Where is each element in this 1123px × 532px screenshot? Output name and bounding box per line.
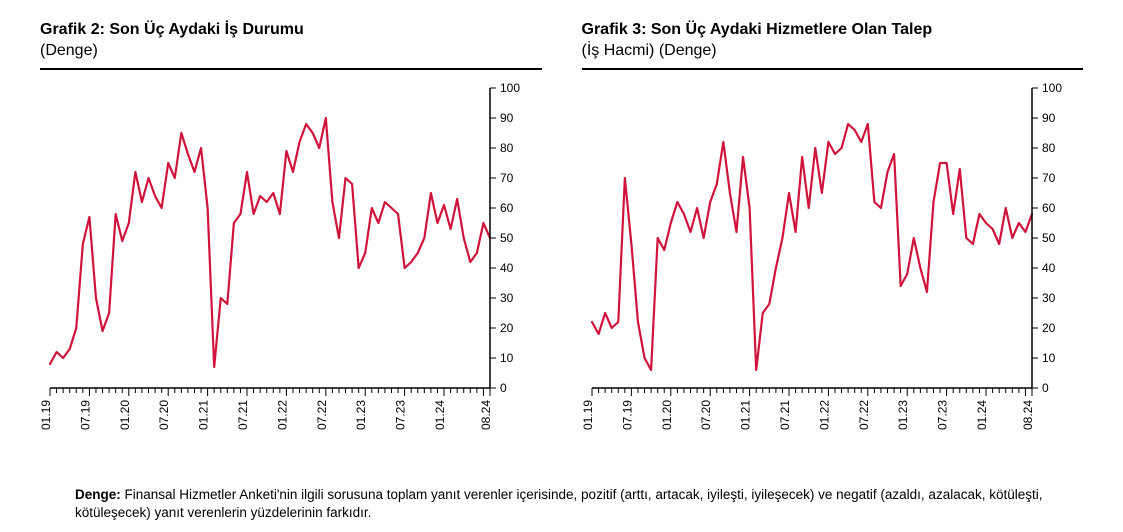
chart-block-2: Grafik 2: Son Üç Aydaki İş Durumu (Denge…	[40, 20, 542, 458]
chart-3-title: Grafik 3: Son Üç Aydaki Hizmetlere Olan …	[582, 20, 1084, 41]
svg-text:01.19: 01.19	[40, 399, 53, 429]
svg-text:20: 20	[1042, 321, 1056, 335]
svg-text:90: 90	[1042, 111, 1056, 125]
svg-text:0: 0	[500, 381, 507, 395]
svg-text:01.20: 01.20	[118, 399, 132, 429]
svg-text:01.24: 01.24	[975, 399, 989, 429]
svg-text:20: 20	[500, 321, 514, 335]
svg-text:07.19: 07.19	[78, 399, 92, 429]
page-root: Grafik 2: Son Üç Aydaki İş Durumu (Denge…	[0, 0, 1123, 532]
svg-text:90: 90	[500, 111, 514, 125]
svg-text:01.21: 01.21	[197, 399, 211, 429]
svg-text:07.22: 07.22	[856, 399, 870, 429]
svg-text:07.23: 07.23	[394, 399, 408, 429]
svg-text:08.24: 08.24	[1021, 399, 1035, 429]
svg-text:10: 10	[500, 351, 514, 365]
svg-text:01.22: 01.22	[817, 399, 831, 429]
chart-2-title-rule	[40, 68, 542, 70]
svg-text:60: 60	[1042, 201, 1056, 215]
svg-text:01.22: 01.22	[275, 399, 289, 429]
svg-text:30: 30	[1042, 291, 1056, 305]
svg-text:60: 60	[500, 201, 514, 215]
svg-text:07.22: 07.22	[315, 399, 329, 429]
chart-2-title: Grafik 2: Son Üç Aydaki İş Durumu	[40, 20, 542, 41]
svg-text:70: 70	[1042, 171, 1056, 185]
svg-text:07.20: 07.20	[699, 399, 713, 429]
svg-text:01.23: 01.23	[354, 399, 368, 429]
svg-text:80: 80	[1042, 141, 1056, 155]
chart-2-svg: 0 10 20 30 40 50 60 70 80 90 100 01.19 07.19 01.20 07.…	[40, 78, 540, 458]
chart-3-title-rule	[582, 68, 1084, 70]
svg-text:80: 80	[500, 141, 514, 155]
footer-text: Finansal Hizmetler Anketi'nin ilgili sor…	[75, 487, 1043, 520]
footer-label: Denge:	[75, 487, 121, 502]
svg-text:01.21: 01.21	[738, 399, 752, 429]
svg-text:50: 50	[1042, 231, 1056, 245]
footer-note: Denge: Finansal Hizmetler Anketi'nin ilg…	[75, 486, 1048, 522]
svg-text:10: 10	[1042, 351, 1056, 365]
svg-text:50: 50	[500, 231, 514, 245]
chart-block-3: Grafik 3: Son Üç Aydaki Hizmetlere Olan …	[582, 20, 1084, 458]
svg-text:07.20: 07.20	[157, 399, 171, 429]
chart-3-svg: 0 10 20 30 40 50 60 70 80 90 100 01.19 07.19 01.20 07.…	[582, 78, 1082, 458]
svg-text:01.23: 01.23	[896, 399, 910, 429]
svg-text:40: 40	[1042, 261, 1056, 275]
svg-text:08.24: 08.24	[479, 399, 493, 429]
svg-text:07.23: 07.23	[935, 399, 949, 429]
svg-text:07.21: 07.21	[236, 399, 250, 429]
svg-text:70: 70	[500, 171, 514, 185]
svg-text:40: 40	[500, 261, 514, 275]
svg-text:01.20: 01.20	[659, 399, 673, 429]
svg-text:01.19: 01.19	[582, 399, 595, 429]
svg-text:100: 100	[500, 81, 520, 95]
svg-text:100: 100	[1042, 81, 1062, 95]
svg-text:07.19: 07.19	[620, 399, 634, 429]
svg-text:30: 30	[500, 291, 514, 305]
svg-text:07.21: 07.21	[778, 399, 792, 429]
chart-3-subtitle: (İş Hacmi) (Denge)	[582, 41, 1084, 62]
charts-row: Grafik 2: Son Üç Aydaki İş Durumu (Denge…	[40, 20, 1083, 458]
svg-text:0: 0	[1042, 381, 1049, 395]
chart-2-subtitle: (Denge)	[40, 41, 542, 62]
svg-text:01.24: 01.24	[433, 399, 447, 429]
